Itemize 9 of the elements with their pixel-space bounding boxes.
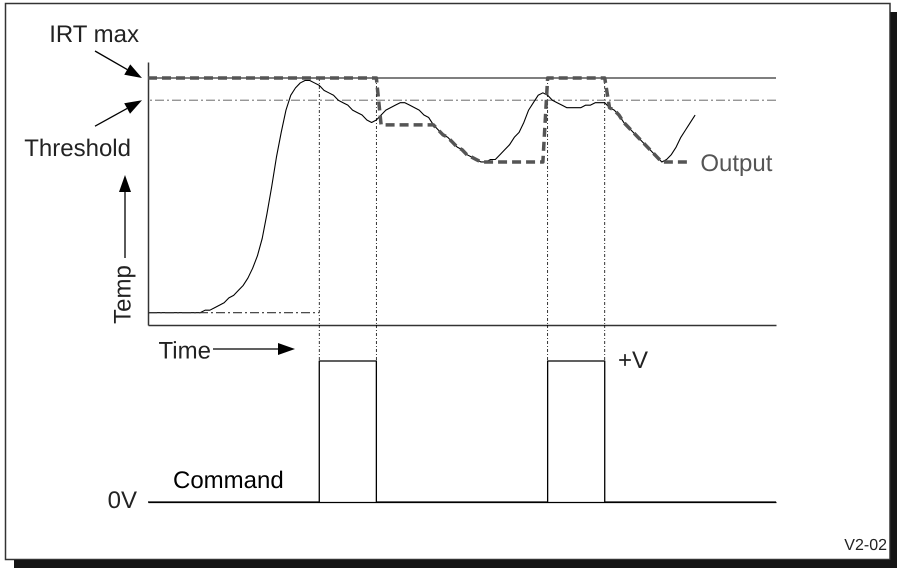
x-axis-title: Time xyxy=(158,338,211,364)
annotation: +V xyxy=(618,347,648,374)
series-label: Output xyxy=(700,150,773,177)
text: 0V xyxy=(108,487,137,514)
text: V2-02 xyxy=(844,537,888,554)
ref-line-label: Threshold xyxy=(24,135,131,162)
series-label: Command xyxy=(173,467,284,494)
y-axis-title: Temp xyxy=(110,265,136,324)
ref-line-label: IRT max xyxy=(49,21,139,48)
